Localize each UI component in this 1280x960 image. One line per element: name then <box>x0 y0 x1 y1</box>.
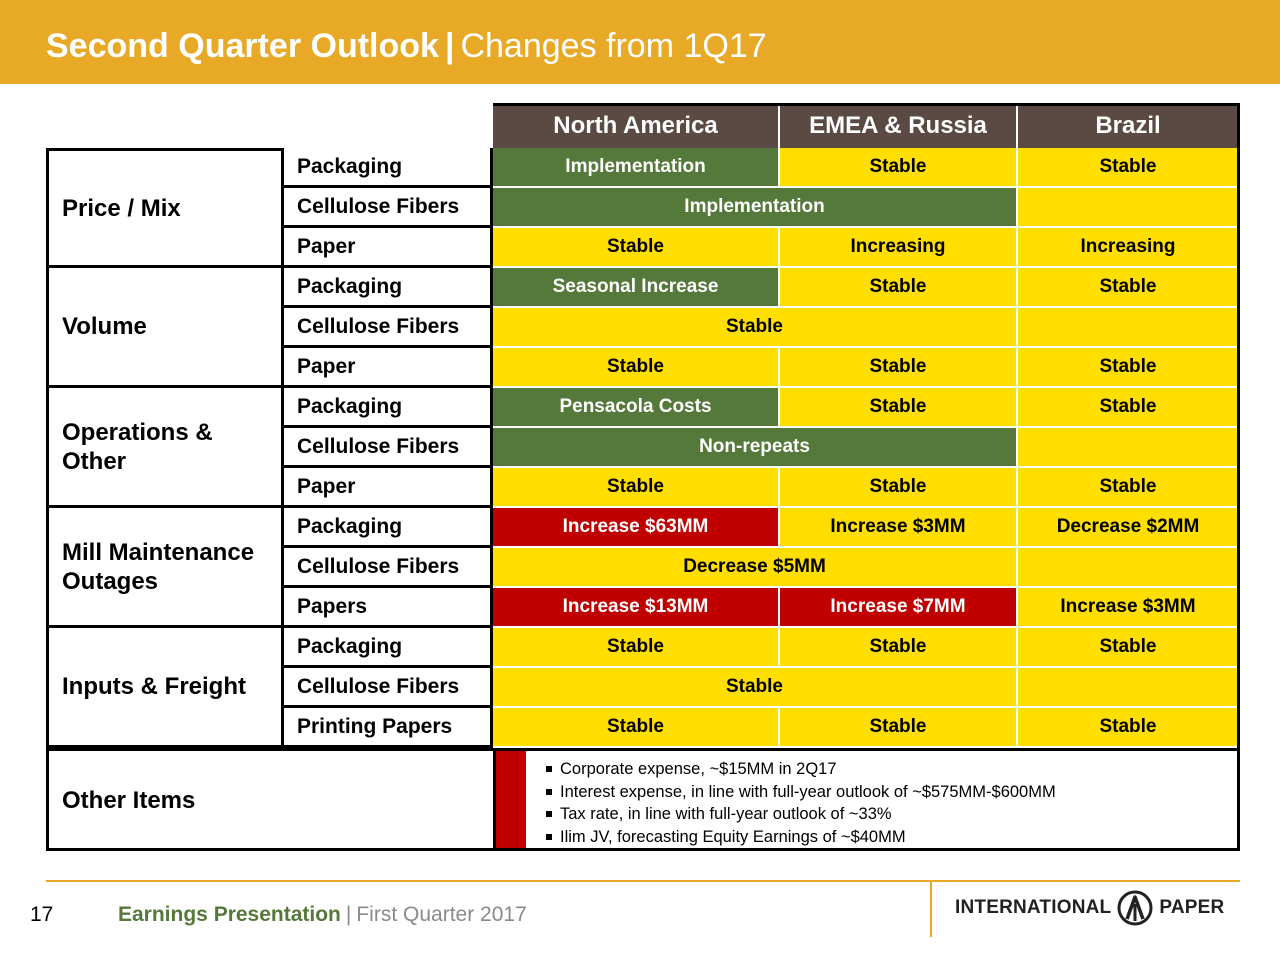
value-cell: Increase $63MM <box>493 508 780 548</box>
row-label-paper: Paper <box>281 228 493 268</box>
value-cell: Stable <box>780 268 1018 308</box>
value-cell: Decrease $5MM <box>493 548 1018 588</box>
international-paper-logo-icon <box>1117 890 1153 926</box>
row-label-cellulose-fibers: Cellulose Fibers <box>281 308 493 348</box>
value-cell: Increasing <box>1018 228 1240 268</box>
value-cell: Stable <box>1018 388 1240 428</box>
logo-text-left: INTERNATIONAL <box>955 897 1112 918</box>
row-label-cellulose-fibers: Cellulose Fibers <box>281 188 493 228</box>
row-label-paper: Paper <box>281 348 493 388</box>
footer-presentation: Earnings Presentation <box>118 903 341 926</box>
category-label-volume: Volume <box>46 268 281 388</box>
page-number: 17 <box>30 903 54 926</box>
title-separator: | <box>444 27 455 65</box>
value-cell: Stable <box>1018 348 1240 388</box>
list-item: Interest expense, in line with full-year… <box>546 781 1056 804</box>
value-cell: Decrease $2MM <box>1018 508 1240 548</box>
value-cell <box>1018 308 1240 348</box>
value-cell: Implementation <box>493 148 780 188</box>
row-label-printing-papers: Printing Papers <box>281 708 493 748</box>
value-cell <box>1018 188 1240 228</box>
value-cell: Increase $13MM <box>493 588 780 628</box>
row-label-paper: Paper <box>281 468 493 508</box>
value-cell: Stable <box>493 228 780 268</box>
value-cell: Seasonal Increase <box>493 268 780 308</box>
other-items-divider <box>493 751 496 848</box>
row-label-packaging: Packaging <box>281 148 493 188</box>
row-label-cellulose-fibers: Cellulose Fibers <box>281 428 493 468</box>
value-cell: Increase $3MM <box>1018 588 1240 628</box>
list-item: Corporate expense, ~$15MM in 2Q17 <box>546 758 1056 781</box>
row-label-papers: Papers <box>281 588 493 628</box>
list-item-text: Interest expense, in line with full-year… <box>560 782 1056 801</box>
title-main: Second Quarter Outlook <box>46 27 439 65</box>
column-header-brazil: Brazil <box>1018 103 1240 148</box>
logo-text-right: PAPER <box>1159 897 1225 918</box>
header-bar: Second Quarter Outlook | Changes from 1Q17 <box>0 0 1280 84</box>
value-cell: Stable <box>780 468 1018 508</box>
footer-vertical-divider <box>930 882 932 937</box>
value-cell: Increase $3MM <box>780 508 1018 548</box>
bullet-square-icon <box>546 833 552 840</box>
value-cell: Stable <box>1018 708 1240 748</box>
value-cell: Stable <box>1018 148 1240 188</box>
company-logo: INTERNATIONAL PAPER <box>955 888 1224 928</box>
list-item: Ilim JV, forecasting Equity Earnings of … <box>546 826 1056 849</box>
footer-divider <box>46 880 1240 882</box>
other-items-marker <box>496 751 526 848</box>
value-cell: Stable <box>493 668 1018 708</box>
page-title: Second Quarter Outlook | Changes from 1Q17 <box>46 26 767 66</box>
other-items-list: Corporate expense, ~$15MM in 2Q17 Interes… <box>546 758 1056 848</box>
value-cell: Stable <box>1018 628 1240 668</box>
column-header-north-america: North America <box>493 103 780 148</box>
bullet-square-icon <box>546 788 552 795</box>
row-label-packaging: Packaging <box>281 388 493 428</box>
other-items-label: Other Items <box>62 787 196 814</box>
list-item: Tax rate, in line with full-year outlook… <box>546 803 1056 826</box>
table-right-border <box>1237 103 1240 748</box>
category-label-operations-other: Operations & Other <box>46 388 281 508</box>
value-cell: Stable <box>493 308 1018 348</box>
row-label-packaging: Packaging <box>281 268 493 308</box>
value-cell: Stable <box>780 708 1018 748</box>
row-label-packaging: Packaging <box>281 508 493 548</box>
outlook-table: North America EMEA & Russia Brazil Price / … <box>46 103 1240 851</box>
value-cell <box>1018 668 1240 708</box>
category-label-inputs-freight: Inputs & Freight <box>46 628 281 748</box>
value-cell: Stable <box>1018 468 1240 508</box>
list-item-text: Tax rate, in line with full-year outlook… <box>560 805 892 823</box>
table-top-border <box>493 103 1240 106</box>
footer-caption: Earnings Presentation | First Quarter 2017 <box>118 903 527 927</box>
bullet-square-icon <box>546 811 552 817</box>
category-label-price-mix: Price / Mix <box>46 148 281 268</box>
column-header-emea-russia: EMEA & Russia <box>780 103 1018 148</box>
value-cell: Stable <box>780 348 1018 388</box>
footer-separator: | <box>345 903 352 926</box>
value-cell: Stable <box>493 708 780 748</box>
value-cell <box>1018 428 1240 468</box>
list-item-text: Corporate expense, ~$15MM in 2Q17 <box>560 760 837 778</box>
footer-period: First Quarter 2017 <box>356 903 527 926</box>
value-cell: Increase $7MM <box>780 588 1018 628</box>
value-cell: Stable <box>493 348 780 388</box>
value-cell: Non-repeats <box>493 428 1018 468</box>
row-label-cellulose-fibers: Cellulose Fibers <box>281 548 493 588</box>
value-cell <box>1018 548 1240 588</box>
value-cell: Stable <box>1018 268 1240 308</box>
value-cell: Increasing <box>780 228 1018 268</box>
value-cell: Stable <box>493 628 780 668</box>
value-cell: Stable <box>780 628 1018 668</box>
bullet-square-icon <box>546 766 552 772</box>
other-items-section: Other Items Corporate expense, ~$15MM in … <box>46 748 1240 851</box>
row-label-cellulose-fibers: Cellulose Fibers <box>281 668 493 708</box>
title-subtitle: Changes from 1Q17 <box>460 27 767 65</box>
value-cell: Stable <box>780 148 1018 188</box>
row-label-packaging: Packaging <box>281 628 493 668</box>
value-cell: Pensacola Costs <box>493 388 780 428</box>
value-cell: Stable <box>493 468 780 508</box>
value-cell: Implementation <box>493 188 1018 228</box>
value-cell: Stable <box>780 388 1018 428</box>
category-label-mill-maintenance-outages: Mill Maintenance Outages <box>46 508 281 628</box>
list-item-text: Ilim JV, forecasting Equity Earnings of … <box>560 827 906 846</box>
